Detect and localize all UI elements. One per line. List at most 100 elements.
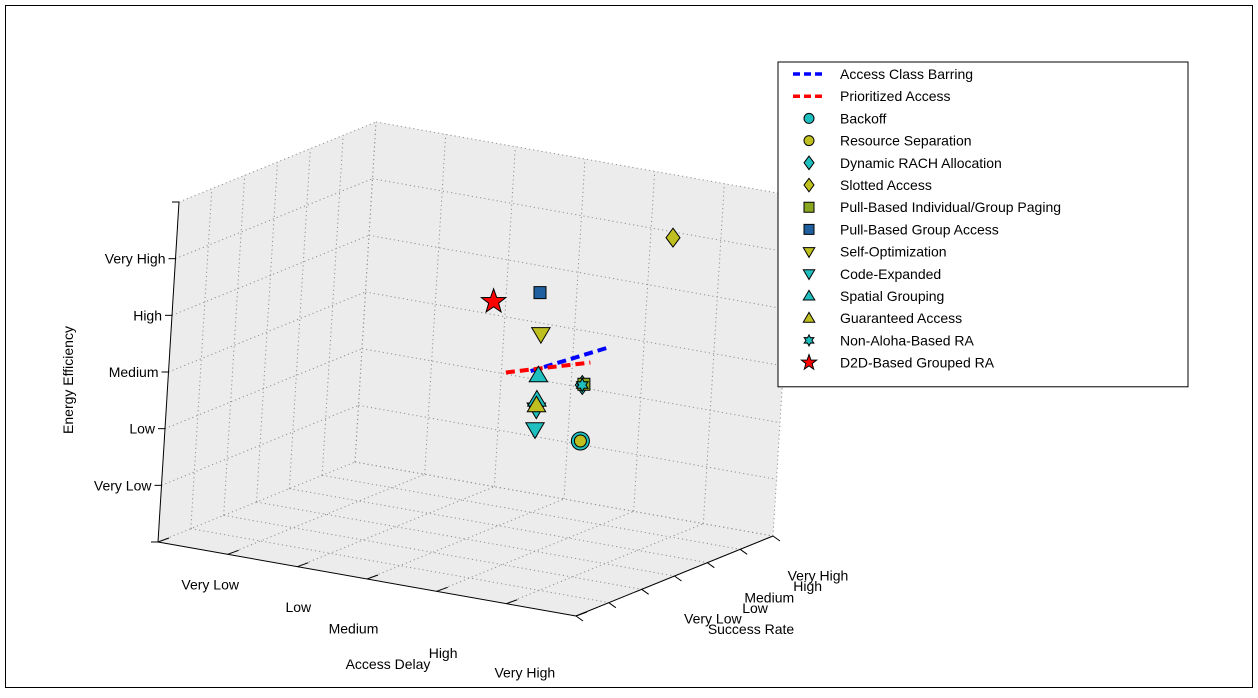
grid-line (157, 461, 356, 543)
legend: Access Class Barring Prioritized Access Ba… (777, 61, 1189, 388)
tick-mark (674, 575, 682, 582)
legend-label: Backoff (840, 110, 887, 126)
tick-mark (157, 537, 170, 543)
legend-swatch (803, 177, 815, 193)
series-prioritized-access-line (505, 360, 591, 375)
grid-line (175, 178, 373, 260)
tick-mark (297, 562, 309, 568)
floor-pane (158, 462, 773, 616)
x-tick-label: Low (285, 599, 312, 615)
grid-line (375, 121, 795, 197)
grid-lines (157, 121, 795, 617)
z-axis-label: Energy Efficiency (60, 326, 76, 434)
legend-entry-spatial-grouping: Spatial Grouping (802, 288, 944, 304)
y-tick-label: Very High (788, 567, 849, 583)
legend-swatch (802, 289, 816, 301)
series-pull-based-group-access-point (533, 286, 547, 300)
axis-panes (158, 122, 794, 616)
legend-entry-self-optimization: Self-Optimization (802, 244, 947, 260)
y-tick-label: Medium (744, 589, 794, 605)
tick-mark (506, 599, 518, 605)
legend-entry-prioritized-access: Prioritized Access (793, 88, 950, 104)
legend-label: Access Class Barring (840, 66, 973, 82)
legend-entry-access-class-barring: Access Class Barring (793, 66, 973, 82)
legend-swatch (799, 353, 819, 371)
grid-line (358, 404, 777, 480)
series-code-expanded-point (524, 422, 546, 440)
back-wall-pane (355, 122, 794, 536)
series-non-aloha-based-ra-point (575, 377, 589, 393)
grid-line (168, 291, 366, 373)
grid-line (365, 291, 784, 367)
legend-label: Guaranteed Access (840, 310, 962, 326)
grid-line (223, 514, 642, 590)
legend-entry-dynamic-rach-allocation: Dynamic RACH Allocation (803, 155, 1002, 171)
legend-label: Slotted Access (840, 177, 932, 193)
legend-swatch (802, 247, 816, 259)
y-axis-label: Success Rate (708, 621, 795, 637)
grid-line (289, 488, 708, 564)
tick-mark (436, 586, 448, 592)
legend-label: Spatial Grouping (840, 288, 944, 304)
tick-marks (151, 201, 781, 622)
legend-label: Resource Separation (840, 133, 972, 149)
z-tick-label: High (133, 307, 162, 323)
tick-mark (772, 535, 781, 542)
tick-mark (707, 562, 715, 569)
legend-entry-d2d-based-grouped-ra: D2D-Based Grouped RA (799, 353, 995, 371)
y-tick-label: Low (742, 600, 769, 616)
legend-swatch (803, 201, 815, 213)
tick-mark (227, 549, 239, 555)
grid-line (372, 178, 791, 254)
legend-label: D2D-Based Grouped RA (840, 355, 995, 371)
grid-line (366, 498, 565, 580)
legend-swatch (803, 135, 815, 147)
legend-swatch (802, 269, 816, 281)
x-tick-label: High (429, 645, 458, 661)
legend-swatch (803, 223, 815, 235)
y-tick-label: High (793, 578, 822, 594)
tick-mark (575, 615, 584, 622)
series-self-optimization-point (530, 327, 551, 345)
grid-line (297, 486, 495, 568)
grid-line (436, 510, 634, 592)
x-tick-label: Medium (329, 621, 379, 637)
x-tick-label: Very Low (181, 577, 239, 593)
z-tick-label: Very Low (94, 477, 152, 493)
z-tick-label: Low (129, 421, 156, 437)
legend-label: Dynamic RACH Allocation (840, 155, 1002, 171)
tick-mark (641, 588, 649, 595)
grid-line (256, 501, 675, 577)
legend-label: Prioritized Access (840, 88, 950, 104)
legend-label: Pull-Based Group Access (840, 221, 999, 237)
legend-entry-code-expanded: Code-Expanded (802, 266, 941, 282)
grid-line (354, 461, 774, 537)
legend-entry-resource-separation: Resource Separation (803, 133, 972, 149)
legend-swatch (803, 155, 815, 171)
grid-line (161, 404, 359, 486)
x-tick-label: Very High (494, 664, 555, 680)
legend-swatch (802, 311, 816, 323)
data-marks (479, 227, 681, 451)
grid-line (227, 473, 425, 555)
y-tick-label: Very Low (684, 611, 742, 627)
legend-entry-pull-based-group-access: Pull-Based Group Access (803, 221, 999, 237)
legend-box (777, 61, 1189, 388)
legend-entry-non-aloha-based-ra: Non-Aloha-Based RA (803, 332, 975, 348)
legend-entry-pull-based-individual-group-paging: Pull-Based Individual/Group Paging (803, 199, 1061, 215)
legend-label: Code-Expanded (840, 266, 941, 282)
tick-mark (739, 548, 748, 555)
grid-line (322, 474, 741, 550)
left-wall-pane (158, 122, 376, 542)
grid-line (178, 121, 377, 203)
series-spatial-grouping-point (528, 365, 549, 383)
legend-entry-guaranteed-access: Guaranteed Access (802, 310, 962, 326)
legend-label: Pull-Based Individual/Group Paging (840, 199, 1061, 215)
legend-label: Non-Aloha-Based RA (840, 332, 975, 348)
grid-line (190, 528, 609, 604)
series-resource-separation-point (573, 434, 587, 448)
z-tick-label: Very High (105, 251, 166, 267)
